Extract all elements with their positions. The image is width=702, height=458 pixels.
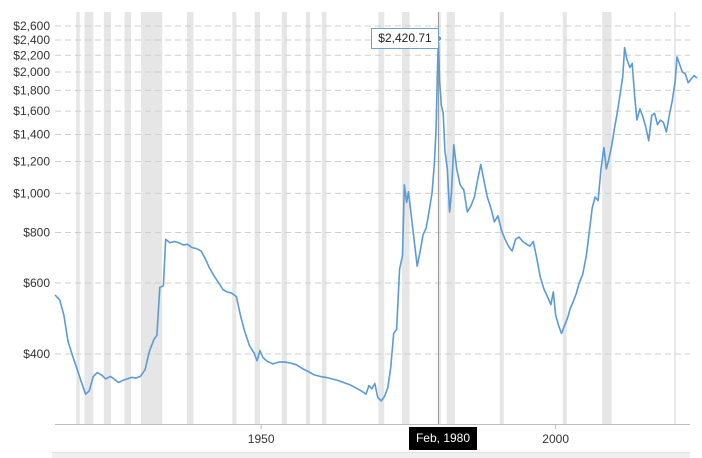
recession-bands — [76, 12, 676, 424]
recession-band — [84, 12, 94, 424]
y-tick-label: $1,000 — [13, 186, 50, 200]
y-tick-label: $1,800 — [13, 83, 50, 97]
chart-scrollbar[interactable] — [52, 452, 690, 458]
crosshair-date-text: Feb, 1980 — [415, 431, 471, 445]
recession-band — [103, 12, 111, 424]
crosshair-date-label: Feb, 1980 — [409, 427, 477, 450]
recession-band — [602, 12, 612, 424]
recession-band — [124, 12, 131, 424]
gridlines — [55, 25, 690, 355]
price-tooltip: $2,420.71 — [371, 28, 439, 49]
recession-band — [437, 12, 441, 424]
recession-band — [305, 12, 311, 424]
recession-band — [446, 12, 455, 424]
recession-band — [140, 12, 163, 424]
y-tick-label: $1,200 — [13, 154, 50, 168]
y-tick-label: $2,400 — [13, 33, 50, 47]
recession-band — [321, 12, 327, 424]
y-tick-label: $2,600 — [13, 19, 50, 33]
recession-band — [401, 12, 410, 424]
y-tick-label: $1,600 — [13, 104, 50, 118]
y-tick-label: $400 — [23, 347, 50, 361]
y-tick-label: $2,200 — [13, 48, 50, 62]
tooltip-value: $2,420.71 — [378, 31, 432, 45]
series — [54, 37, 698, 402]
price-line — [54, 37, 698, 402]
recession-band — [281, 12, 288, 424]
x-axis: 1950 2000 — [55, 424, 690, 446]
y-tick-label: $1,400 — [13, 127, 50, 141]
y-tick-label: $600 — [23, 276, 50, 290]
recession-band — [674, 12, 676, 424]
recession-band — [76, 12, 80, 424]
recession-band — [186, 12, 194, 424]
y-axis: $2,600$2,400$2,200 $2,000 $1,800 $1,600 $1,4… — [13, 19, 50, 361]
y-tick-label: $800 — [23, 226, 50, 240]
recession-band — [378, 12, 385, 424]
x-tick-label: 1950 — [248, 432, 275, 446]
x-tick-label: 2000 — [542, 432, 569, 446]
recession-band — [232, 12, 237, 424]
y-tick-label: $2,000 — [13, 65, 50, 79]
recession-band — [499, 12, 504, 424]
recession-band — [254, 12, 260, 424]
recession-band — [562, 12, 567, 424]
